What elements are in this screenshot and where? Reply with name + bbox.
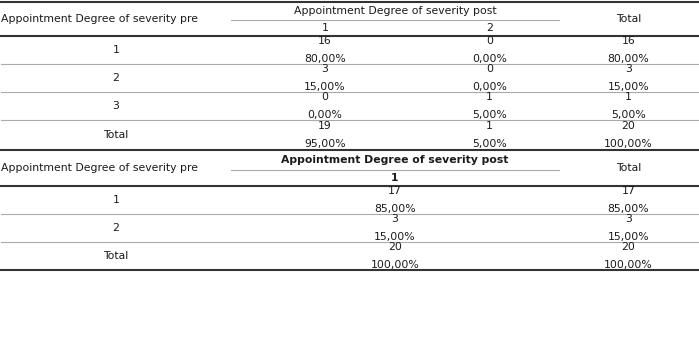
Text: 16: 16 — [318, 36, 332, 46]
Text: Appointment Degree of severity post: Appointment Degree of severity post — [294, 6, 496, 16]
Text: 5,00%: 5,00% — [472, 110, 507, 120]
Text: 85,00%: 85,00% — [607, 204, 649, 214]
Text: 20: 20 — [388, 242, 402, 252]
Text: 17: 17 — [621, 186, 635, 196]
Text: Appointment Degree of severity post: Appointment Degree of severity post — [281, 155, 509, 165]
Text: 2: 2 — [486, 23, 493, 33]
Text: 100,00%: 100,00% — [604, 260, 653, 270]
Text: 80,00%: 80,00% — [304, 54, 346, 64]
Text: 2: 2 — [113, 223, 120, 233]
Text: 0: 0 — [486, 64, 493, 74]
Text: 1: 1 — [113, 45, 120, 55]
Text: Total: Total — [103, 251, 129, 261]
Text: 3: 3 — [391, 214, 398, 224]
Text: Total: Total — [616, 14, 641, 24]
Text: 20: 20 — [621, 242, 635, 252]
Text: 100,00%: 100,00% — [604, 139, 653, 149]
Text: 19: 19 — [318, 121, 332, 131]
Text: 100,00%: 100,00% — [370, 260, 419, 270]
Text: Appointment Degree of severity pre: Appointment Degree of severity pre — [1, 14, 199, 24]
Text: 95,00%: 95,00% — [304, 139, 346, 149]
Text: 3: 3 — [113, 101, 120, 111]
Text: 3: 3 — [625, 64, 632, 74]
Text: 0,00%: 0,00% — [472, 82, 507, 92]
Text: 0: 0 — [486, 36, 493, 46]
Text: 15,00%: 15,00% — [304, 82, 346, 92]
Text: Appointment Degree of severity pre: Appointment Degree of severity pre — [1, 163, 199, 173]
Text: 1: 1 — [322, 23, 329, 33]
Text: 3: 3 — [322, 64, 329, 74]
Text: 0,00%: 0,00% — [308, 110, 343, 120]
Text: 0: 0 — [322, 92, 329, 102]
Text: 1: 1 — [486, 92, 493, 102]
Text: 85,00%: 85,00% — [374, 204, 416, 214]
Text: 1: 1 — [486, 121, 493, 131]
Text: 5,00%: 5,00% — [611, 110, 646, 120]
Text: Total: Total — [616, 163, 641, 173]
Text: 16: 16 — [621, 36, 635, 46]
Text: Total: Total — [103, 130, 129, 140]
Text: 1: 1 — [625, 92, 632, 102]
Text: 15,00%: 15,00% — [607, 82, 649, 92]
Text: 15,00%: 15,00% — [607, 232, 649, 242]
Text: 17: 17 — [388, 186, 402, 196]
Text: 5,00%: 5,00% — [472, 139, 507, 149]
Text: 0,00%: 0,00% — [472, 54, 507, 64]
Text: 1: 1 — [113, 195, 120, 205]
Text: 1: 1 — [391, 173, 398, 183]
Text: 3: 3 — [625, 214, 632, 224]
Text: 2: 2 — [113, 73, 120, 83]
Text: 80,00%: 80,00% — [607, 54, 649, 64]
Text: 15,00%: 15,00% — [374, 232, 416, 242]
Text: 20: 20 — [621, 121, 635, 131]
